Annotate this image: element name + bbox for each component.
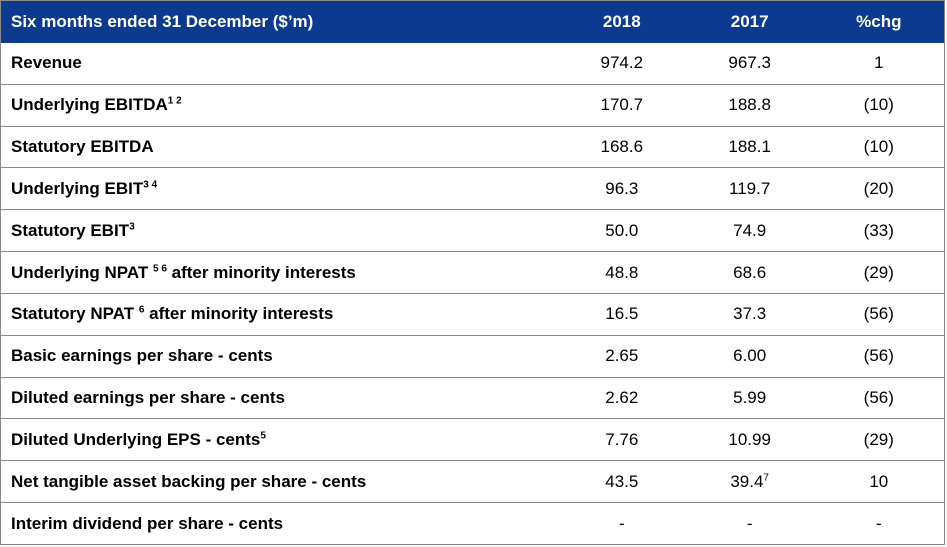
value-2017: 188.8	[728, 95, 771, 115]
value-2017-cell: 68.6	[685, 251, 814, 294]
value-pct-change: (56)	[813, 293, 945, 336]
value-2018: 48.8	[557, 251, 686, 294]
value-pct-change: (20)	[813, 167, 945, 211]
table-row: Underlying EBIT3 4 96.3 119.7 (20)	[0, 167, 945, 211]
row-label: Underlying EBIT3 4	[0, 167, 558, 211]
value-pct-change: (33)	[813, 209, 945, 253]
value-2017-cell: 39.47	[685, 460, 814, 504]
footnote-ref: 6	[138, 304, 145, 316]
table-row: Statutory NPAT 6 after minority interest…	[0, 293, 945, 336]
value-pct-change: (10)	[813, 126, 945, 169]
value-2017-cell: 188.1	[685, 126, 814, 169]
value-2018: 43.5	[557, 460, 686, 504]
value-2017: 967.3	[728, 53, 771, 73]
footnote-ref: 5 6	[153, 262, 167, 274]
row-label-text: Underlying EBITDA	[11, 95, 168, 115]
row-label-text: Interim dividend per share - cents	[11, 513, 284, 533]
table-row: Basic earnings per share - cents 2.65 6.00…	[0, 335, 945, 378]
footnote-ref: 7	[763, 472, 769, 484]
footnote-ref: 1 2	[167, 95, 182, 107]
value-pct-change: 10	[813, 460, 945, 504]
value-2018: 168.6	[557, 126, 686, 169]
value-2017: 74.9	[733, 220, 767, 240]
value-2017: 5.99	[733, 388, 767, 408]
header-period-label: Six months ended 31 December ($’m)	[11, 11, 314, 31]
value-2018: 2.65	[557, 335, 686, 378]
row-label-text: Statutory EBIT	[11, 220, 130, 240]
table-row: Net tangible asset backing per share - c…	[0, 460, 945, 504]
row-label: Underlying EBITDA1 2	[0, 84, 558, 127]
row-label: Basic earnings per share - cents	[0, 335, 558, 378]
value-2017: 188.1	[728, 137, 771, 157]
value-2017-cell: 967.3	[685, 42, 814, 85]
value-2018: -	[618, 513, 625, 533]
row-label: Net tangible asset backing per share - c…	[0, 460, 558, 504]
value-2017: 68.6	[733, 262, 767, 282]
value-2018: 170.7	[557, 84, 686, 127]
value-2018: 50.0	[557, 209, 686, 253]
footnote-ref: 5	[260, 430, 266, 442]
row-label-text: Revenue	[11, 53, 82, 73]
value-2017: 119.7	[729, 178, 771, 198]
value-2017-cell: -	[686, 503, 814, 545]
header-2017: 2017	[730, 11, 769, 31]
value-2017-cell: 5.99	[685, 377, 814, 420]
row-label: Revenue	[0, 42, 558, 85]
header-2018: 2018	[602, 11, 641, 31]
table-row: Interim dividend per share - cents - - -	[1, 503, 945, 545]
value-2017-cell: 188.8	[685, 84, 814, 127]
row-label: Statutory NPAT 6 after minority interest…	[0, 293, 558, 336]
row-label-suffix: after minority interests	[166, 262, 356, 282]
value-2017: 10.99	[728, 429, 771, 449]
row-label-suffix: after minority interests	[144, 304, 334, 324]
table-row: Statutory EBIT3 50.0 74.9 (33)	[0, 209, 945, 253]
row-label-text: Net tangible asset backing per share - c…	[11, 471, 367, 491]
row-label-text: Diluted Underlying EPS - cents	[11, 429, 261, 449]
row-label-text: Basic earnings per share - cents	[11, 346, 273, 366]
value-2018: 7.76	[557, 418, 686, 462]
value-2017-cell: 6.00	[685, 335, 814, 378]
row-label-text: Underlying NPAT	[11, 262, 153, 282]
row-label: Diluted earnings per share - cents	[0, 377, 558, 420]
footnote-ref: 3 4	[143, 179, 158, 191]
row-label-text: Statutory NPAT	[11, 304, 139, 324]
value-2017-cell: 37.3	[685, 293, 814, 336]
value-pct-change: -	[875, 513, 882, 533]
value-pct-change: (29)	[813, 418, 945, 462]
row-label-text: Underlying EBIT	[11, 178, 144, 198]
row-label: Statutory EBITDA	[0, 126, 558, 169]
value-2018: 96.3	[557, 167, 686, 211]
value-2017-cell: 74.9	[685, 209, 814, 253]
value-pct-change: (56)	[813, 377, 945, 420]
table-row: Statutory EBITDA 168.6 188.1 (10)	[0, 126, 945, 169]
table-row: Revenue 974.2 967.3 1	[0, 42, 945, 85]
row-label: Statutory EBIT3	[0, 209, 558, 253]
value-2017: -	[746, 513, 753, 533]
value-2018: 974.2	[557, 42, 686, 85]
value-pct-change: (56)	[813, 335, 945, 378]
value-2018: 16.5	[557, 293, 686, 336]
value-2017-cell: 119.7	[685, 167, 814, 211]
value-2018: 2.62	[557, 377, 686, 420]
table-row: Underlying EBITDA1 2 170.7 188.8 (10)	[0, 84, 945, 127]
row-label: Diluted Underlying EPS - cents5	[0, 418, 558, 462]
table-row: Underlying NPAT 5 6 after minority inter…	[0, 251, 945, 294]
value-2017-cell: 10.99	[685, 418, 814, 462]
row-label-text: Statutory EBITDA	[11, 137, 154, 157]
value-pct-change: 1	[813, 42, 945, 85]
value-pct-change: (10)	[813, 84, 945, 127]
value-pct-change: (29)	[813, 251, 945, 294]
row-label-text: Diluted earnings per share - cents	[11, 388, 285, 408]
row-label: Interim dividend per share - cents	[1, 503, 558, 545]
value-2017: 39.4	[730, 471, 764, 491]
table-row: Diluted Underlying EPS - cents5 7.76 10.99…	[0, 418, 945, 462]
row-label: Underlying NPAT 5 6 after minority inter…	[0, 251, 558, 294]
value-2017: 37.3	[733, 304, 767, 324]
footnote-ref: 3	[129, 221, 135, 233]
table-row: Diluted earnings per share - cents 2.62 5.…	[0, 377, 945, 420]
header-pct-change: %chg	[856, 11, 902, 31]
table-header-row: Six months ended 31 December ($’m) 2018 …	[0, 0, 945, 43]
value-2017: 6.00	[733, 346, 767, 366]
